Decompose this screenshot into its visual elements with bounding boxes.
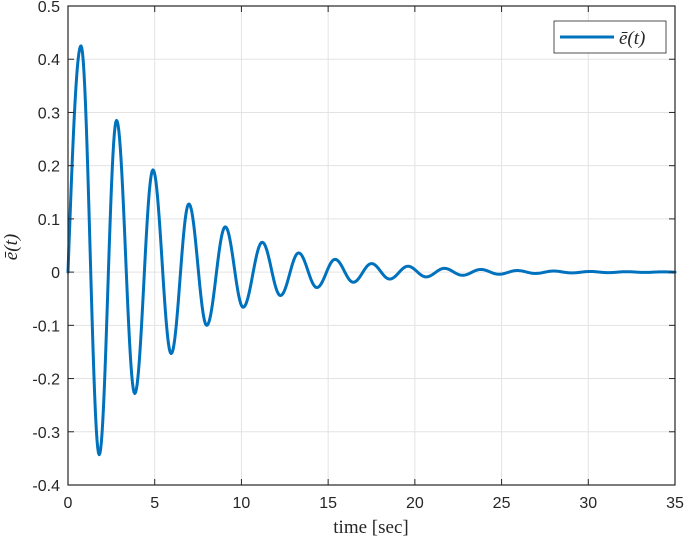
- x-tick-label: 35: [666, 495, 684, 512]
- x-tick-label: 30: [579, 495, 597, 512]
- y-tick-label: 0.4: [38, 52, 60, 69]
- y-tick-label: 0.5: [38, 0, 60, 16]
- x-axis-title: time [sec]: [333, 517, 408, 538]
- plot-area: [66, 44, 677, 457]
- series-line-e-bar: [66, 44, 677, 457]
- y-tick-label: 0: [51, 265, 60, 282]
- y-tick-label: 0.1: [38, 212, 60, 229]
- y-tick-label: -0.1: [32, 318, 60, 335]
- legend-label: ē(t): [619, 28, 645, 49]
- axis-ticks: [67, 5, 676, 486]
- x-tick-label: 5: [150, 495, 159, 512]
- x-tick-label: 10: [233, 495, 251, 512]
- x-tick-label: 20: [406, 495, 424, 512]
- y-axis-title: ē(t): [1, 234, 22, 260]
- y-tick-label: 0.3: [38, 105, 60, 122]
- axes-box: [67, 5, 676, 486]
- x-tick-label: 0: [64, 495, 73, 512]
- x-tick-label: 25: [493, 495, 511, 512]
- legend: ē(t): [553, 20, 667, 54]
- y-tick-label: -0.2: [32, 372, 60, 389]
- grid-lines: [68, 6, 675, 485]
- y-tick-labels: -0.4 -0.3 -0.2 -0.1 0 0.1 0.2 0.3 0.4 0.5: [32, 0, 60, 495]
- y-tick-label: 0.2: [38, 159, 60, 176]
- y-tick-label: -0.3: [32, 425, 60, 442]
- x-tick-label: 15: [319, 495, 337, 512]
- x-tick-labels: 0 5 10 15 20 25 30 35: [64, 495, 684, 512]
- y-tick-label: -0.4: [32, 478, 60, 495]
